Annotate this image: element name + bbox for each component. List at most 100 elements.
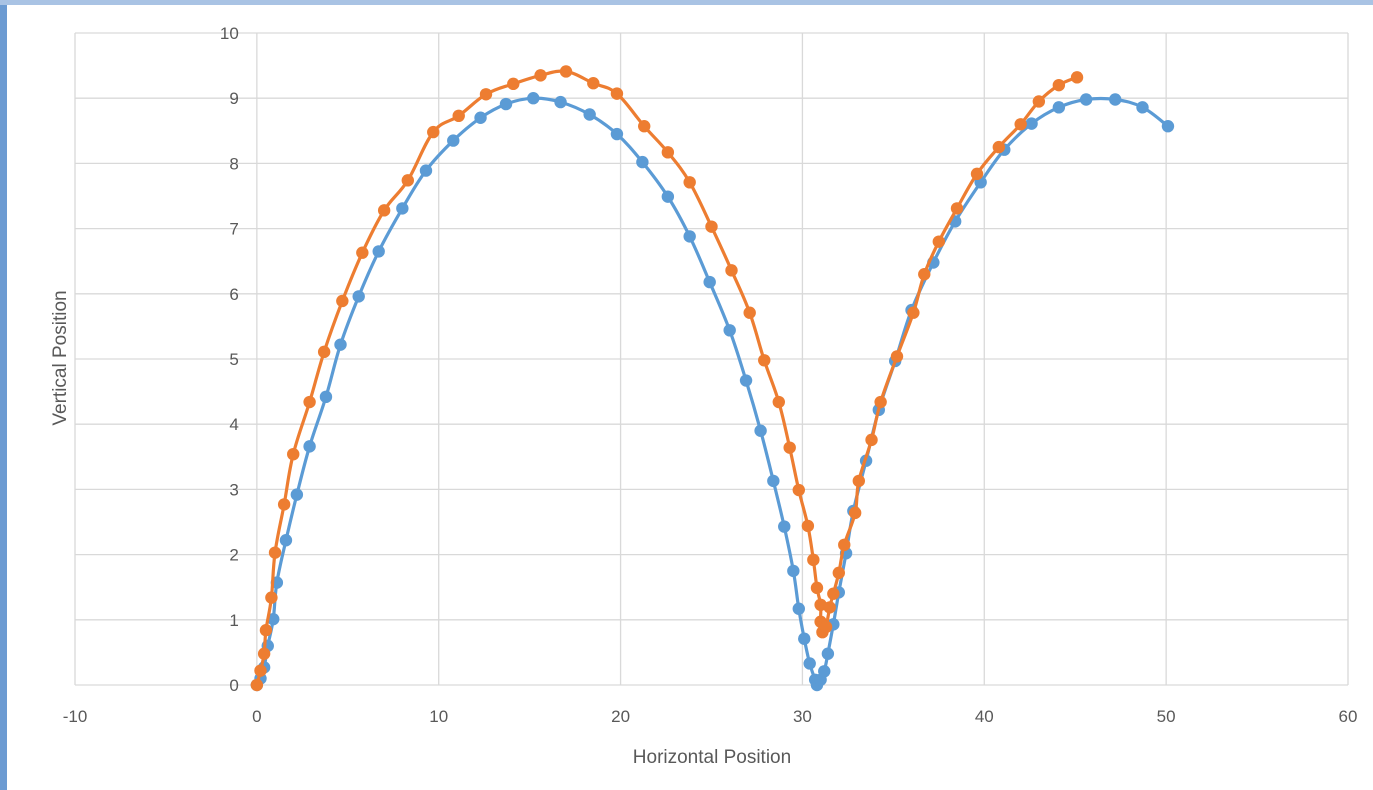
tick-labels: 0 1 2 3 4 5 6 7 8 9 10 -10 0 10 20 30 40 50 60	[63, 24, 1358, 726]
series-2-point	[610, 87, 624, 100]
series-2-point	[950, 202, 964, 215]
series-1-point	[267, 612, 280, 626]
series-1-point	[778, 520, 791, 533]
series-2-point	[907, 306, 920, 319]
series-2-point	[1032, 95, 1046, 108]
series-1-point	[792, 602, 805, 615]
series-1-point	[583, 108, 596, 121]
series-2-point	[801, 519, 815, 533]
series-2-point	[852, 474, 866, 488]
series-1-point	[1161, 120, 1175, 133]
series-1-point	[1109, 93, 1122, 106]
series-2-point	[1052, 78, 1066, 92]
series-2-point	[1014, 118, 1027, 131]
series-2-point	[810, 581, 824, 595]
series-2-point	[268, 546, 282, 559]
series-2-point	[336, 294, 349, 308]
series-2-point	[303, 395, 316, 409]
series-2-point	[452, 109, 465, 123]
y-tick-label: 7	[229, 220, 238, 239]
series-2-point	[401, 174, 414, 187]
series-1-point	[1052, 101, 1066, 114]
y-tick-label: 1	[229, 611, 238, 630]
series-2-point	[559, 65, 573, 78]
y-tick-label: 6	[229, 285, 238, 304]
series-2-point	[265, 591, 278, 604]
series-1-point	[703, 275, 716, 289]
series-layer	[250, 65, 1175, 692]
y-tick-label: 9	[229, 89, 238, 108]
series-1-point	[1025, 117, 1038, 130]
x-tick-label: 50	[1157, 707, 1176, 726]
series-1-point	[334, 338, 347, 351]
series-2-point	[743, 306, 756, 319]
series-2-point	[832, 566, 845, 580]
series-1-point	[723, 324, 736, 337]
series-2-point	[848, 506, 862, 520]
series-1-point	[610, 127, 624, 141]
series-2-point	[661, 146, 675, 159]
series-1-point	[818, 665, 831, 678]
series-2-point	[932, 235, 946, 248]
x-axis-title: Horizontal Position	[633, 747, 791, 768]
series-2-point	[356, 246, 369, 259]
series-2-point	[890, 350, 904, 363]
series-2-point	[277, 498, 291, 511]
y-axis-title: Vertical Position	[50, 290, 71, 425]
series-2-point	[725, 264, 738, 277]
y-tick-label: 8	[229, 154, 238, 173]
series-1-point	[319, 390, 333, 404]
series-2-point	[638, 120, 651, 133]
series-2-point	[534, 69, 547, 82]
chart-area	[8, 6, 1373, 790]
series-1-point	[803, 657, 816, 670]
series-2-point	[257, 647, 271, 660]
series-2-point	[838, 538, 851, 552]
y-tick-label: 3	[229, 480, 238, 499]
series-2-point	[827, 587, 840, 600]
series-1-point	[821, 647, 835, 660]
series-2-point	[479, 88, 493, 101]
series-2-point	[705, 220, 718, 233]
series-1-point	[352, 290, 365, 303]
series-2-point	[1070, 71, 1084, 84]
series-2-point	[992, 140, 1006, 154]
series-2-line	[255, 69, 1079, 687]
series-1-point	[739, 374, 753, 387]
window-frame-left	[0, 0, 7, 790]
y-tick-label: 0	[229, 676, 238, 695]
series-2-point	[772, 395, 785, 409]
series-2-point	[587, 77, 600, 90]
series-1-point	[661, 190, 675, 203]
series-1-point	[372, 245, 385, 258]
series-1-point	[499, 97, 513, 111]
y-tick-label: 2	[229, 546, 238, 565]
series-2-point	[427, 125, 440, 139]
window-frame-top	[0, 0, 1373, 5]
x-tick-label: 20	[611, 707, 630, 726]
series-1-point	[798, 632, 811, 645]
series-2-point	[783, 441, 796, 454]
series-1-point	[447, 134, 460, 147]
series-1-point	[1079, 93, 1093, 106]
series-2-point	[683, 176, 696, 189]
series-1-point	[279, 534, 293, 547]
series-1-point	[683, 230, 696, 243]
series-1-point	[1136, 101, 1149, 114]
series-1-point	[527, 92, 540, 105]
series-1-point	[787, 564, 800, 578]
x-tick-label: 60	[1339, 707, 1358, 726]
series-1-point	[636, 155, 649, 169]
series-2-point	[287, 447, 300, 461]
series-2-point	[874, 395, 887, 409]
series-2-point	[970, 167, 984, 181]
series-1-point	[303, 440, 316, 453]
series-2-point	[250, 678, 264, 692]
series-1-point	[754, 424, 767, 437]
y-tick-label: 10	[220, 24, 239, 43]
series-2-point	[823, 601, 836, 614]
series-1-point	[290, 488, 304, 501]
series-2-point	[317, 345, 331, 359]
x-tick-label: -10	[63, 707, 88, 726]
